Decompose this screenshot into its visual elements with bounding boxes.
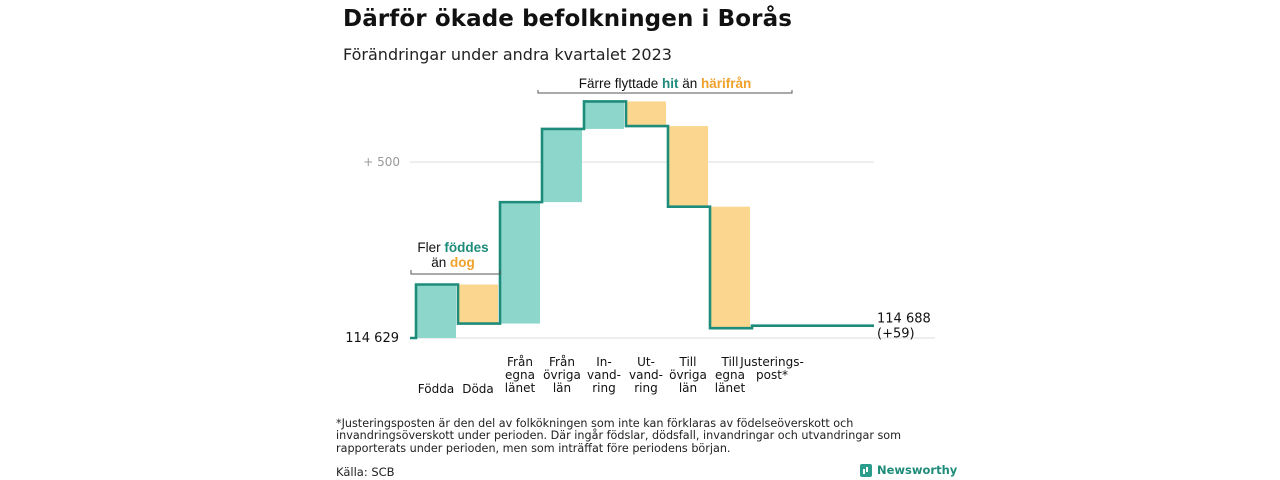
category-label: Till — [679, 355, 697, 369]
waterfall-chart: + 500+1 000114 629FöddaDödaFrånegnalänet… — [345, 76, 935, 396]
category-label: egna — [715, 368, 745, 382]
bar-invandring — [584, 101, 624, 129]
end-change-label: (+59) — [877, 327, 915, 342]
category-label: övriga — [543, 368, 581, 382]
category-label: In- — [596, 355, 611, 369]
annotation-births-line1: Fler föddes — [417, 240, 488, 255]
y-tick-label: + 500 — [363, 155, 400, 169]
annotation-moves: Färre flyttade hit än härifrån — [579, 76, 752, 91]
newsworthy-logo-icon — [860, 463, 872, 477]
bar-tillegnalänet — [710, 206, 750, 329]
bar-födda — [416, 284, 456, 338]
start-value-label: 114 629 — [345, 331, 399, 346]
cumulative-step-line — [410, 100, 874, 340]
annotation-births-bracket — [410, 270, 501, 275]
annotation-moves-part: Färre flyttade — [579, 76, 662, 91]
bar-tillövrigalän — [668, 126, 708, 207]
category-label: Ut- — [637, 355, 655, 369]
category-label: egna — [505, 368, 535, 382]
bar-frånövrigalän — [542, 128, 582, 203]
annotation-births-line2-part: dog — [450, 255, 475, 270]
category-label: län — [553, 381, 571, 395]
category-label: övriga — [669, 368, 707, 382]
bar-utvandring — [626, 101, 666, 127]
annotation-moves-bracket — [537, 90, 793, 94]
category-label: Från — [549, 355, 575, 369]
annotation-births-line1-part: föddes — [444, 240, 488, 255]
annotation-births-line1-part: Fler — [417, 240, 444, 255]
category-label: Justerings- — [739, 355, 804, 369]
annotation-births-line2-part: än — [431, 255, 450, 270]
annotation-moves-part: än — [678, 76, 701, 91]
category-label: länet — [715, 381, 746, 395]
source-label: Källa: SCB — [336, 465, 395, 479]
category-label: länet — [505, 381, 536, 395]
category-label: ring — [592, 381, 616, 395]
chart-subtitle: Förändringar under andra kvartalet 2023 — [343, 45, 672, 64]
category-label: Till — [721, 355, 739, 369]
brand-name: Newsworthy — [877, 463, 958, 477]
category-label: Döda — [462, 382, 494, 396]
category-label: vand- — [587, 368, 621, 382]
bar-frånegnalänet — [500, 202, 540, 324]
category-label: Födda — [418, 382, 454, 396]
category-label: ring — [634, 381, 658, 395]
category-label: län — [679, 381, 697, 395]
annotation-moves-part: hit — [662, 76, 679, 91]
category-label: Från — [507, 355, 533, 369]
end-value-label: 114 688 — [877, 312, 931, 327]
category-label: post* — [756, 368, 788, 382]
bar-döda — [458, 284, 498, 324]
footnote: *Justeringsposten är den del av folkökni… — [336, 417, 902, 455]
annotation-births-line2: än dog — [431, 255, 475, 270]
annotation-moves-part: härifrån — [701, 76, 751, 91]
brand-logo: Newsworthy — [860, 463, 957, 477]
category-label: vand- — [629, 368, 663, 382]
chart-title: Därför ökade befolkningen i Borås — [343, 6, 793, 32]
